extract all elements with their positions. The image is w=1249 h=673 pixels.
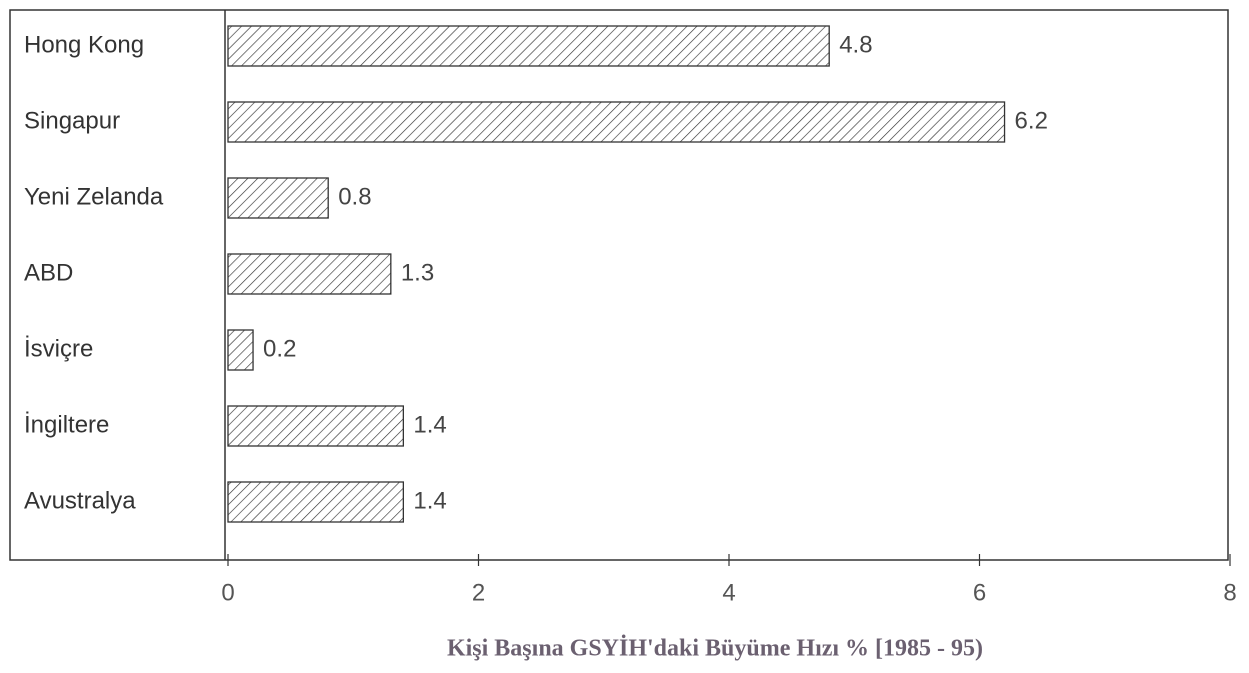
bar (227, 25, 830, 67)
data-label: 6.2 (1015, 107, 1048, 134)
y-tick-label: Hong Kong (24, 31, 144, 58)
data-label: 1.3 (401, 259, 434, 286)
bar (227, 405, 405, 447)
x-tick-label: 8 (1223, 579, 1236, 606)
y-tick-label: İsviçre (24, 335, 93, 362)
data-label: 1.4 (413, 411, 446, 438)
x-tick-label: 0 (221, 579, 234, 606)
data-label: 4.8 (839, 31, 872, 58)
bar (227, 481, 405, 523)
data-label: 1.4 (413, 487, 446, 514)
data-label: 0.2 (263, 335, 296, 362)
frame (9, 9, 1229, 561)
y-tick-label: Avustralya (24, 487, 136, 514)
x-tick-label: 6 (973, 579, 986, 606)
x-tick-label: 4 (722, 579, 735, 606)
bar (227, 177, 329, 219)
y-tick-label: ABD (24, 259, 73, 286)
bar (227, 101, 1006, 143)
y-tick-label: Singapur (24, 107, 120, 134)
bar (227, 253, 392, 295)
data-label: 0.8 (338, 183, 371, 210)
x-axis-title: Kişi Başına GSYİH'daki Büyüme Hızı % [19… (447, 636, 983, 662)
bar (227, 329, 254, 371)
y-tick-label: Yeni Zelanda (24, 183, 164, 210)
x-tick-label: 2 (472, 579, 485, 606)
y-tick-label: İngiltere (24, 411, 109, 438)
